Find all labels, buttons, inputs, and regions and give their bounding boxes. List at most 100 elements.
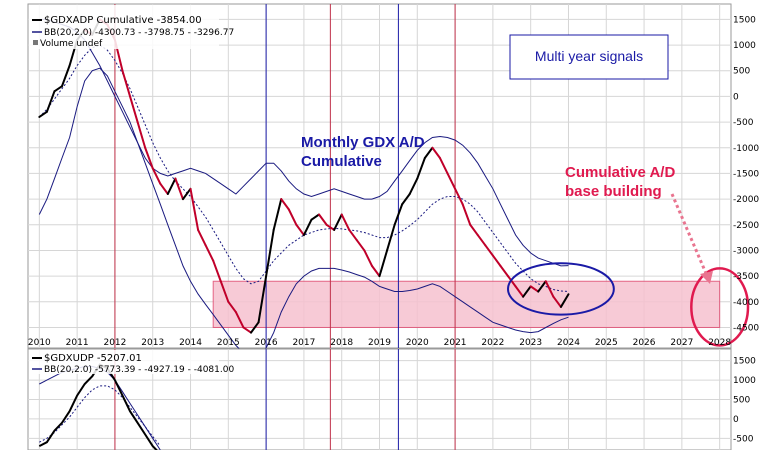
legend-bottom-bb: BB(20,2.0) -5773.39 - -4927.19 - -4081.0…	[44, 365, 234, 375]
ad-segment-2	[45, 90, 56, 113]
x-tick-2021: 2021	[444, 338, 467, 348]
x-tick-2027: 2027	[670, 338, 693, 348]
ad-segment-1	[38, 110, 48, 118]
top-legend-background	[29, 5, 219, 49]
legend-bb: BB(20,2.0) -4300.73 - -3798.75 - -3296.7…	[44, 28, 234, 38]
ad-segment-57	[461, 203, 472, 226]
ad-segment-14	[136, 121, 147, 149]
base-note-line-2: base building	[565, 183, 662, 200]
ad-segment-50	[408, 177, 419, 195]
legend-udp: $GDXUDP -5207.01	[44, 353, 142, 364]
bb-upper-line	[39, 18, 569, 267]
y-tick-500: 500	[733, 67, 750, 77]
bottom-signal-lines-layer	[114, 349, 456, 450]
y-tick-1500: 1500	[733, 15, 756, 25]
y-tick--4000: -4000	[733, 298, 759, 308]
bottom-y-tick-500: 500	[733, 396, 750, 406]
bottom-y-tick-0: 0	[733, 415, 739, 425]
top-panel-grid	[28, 4, 731, 348]
ad-segment-70	[559, 293, 570, 308]
ad-segment-23	[204, 244, 215, 262]
x-tick-2020: 2020	[406, 338, 429, 348]
ad-segment-44	[363, 249, 373, 267]
highlight-ellipse	[507, 262, 615, 316]
legend-ad: $GDXADP Cumulative -3854.00	[44, 15, 202, 26]
ad-segment-34	[287, 208, 298, 226]
x-tick-2018: 2018	[330, 338, 353, 348]
ad-segment-65	[522, 285, 532, 298]
ad-segment-41	[340, 213, 351, 231]
target-circle	[690, 267, 750, 347]
ad-segment-69	[552, 295, 562, 308]
ad-segment-22	[197, 228, 207, 247]
y-tick--500: -500	[733, 118, 754, 128]
ad-segment-61	[491, 254, 502, 267]
x-tick-2010: 2010	[28, 338, 51, 348]
ad-segment-12	[121, 69, 132, 98]
ad-segment-45	[370, 264, 381, 278]
ad-segment-46	[378, 249, 389, 278]
x-tick-2026: 2026	[633, 338, 656, 348]
ad-segment-33	[280, 198, 290, 211]
ad-segment-62	[499, 264, 510, 278]
base-note-line-1: Cumulative A/D	[565, 164, 675, 181]
ad-segment-31	[265, 228, 275, 278]
x-tick-2015: 2015	[217, 338, 240, 348]
ad-segment-36	[302, 218, 313, 237]
volume-legend-swatch	[33, 40, 38, 45]
ad-segment-21	[189, 187, 200, 231]
ad-segment-40	[333, 213, 343, 231]
ad-segment-51	[416, 157, 426, 180]
ad-segment-30	[257, 275, 268, 324]
bb-mid-line	[38, 44, 569, 292]
base-note-arrowhead	[700, 271, 713, 284]
x-axis-ticks: 2010 2011 2012 2013 2014 2015 2016 2017 2018 2019…	[28, 338, 732, 348]
ad-line-layer	[38, 18, 570, 334]
y-tick--2500: -2500	[733, 221, 759, 231]
x-tick-2023: 2023	[519, 338, 542, 348]
top-legend: $GDXADP Cumulative -3854.00 BB(20,2.0) -…	[29, 5, 234, 49]
ad-segment-47	[386, 223, 396, 252]
x-tick-2025: 2025	[595, 338, 618, 348]
ad-segment-43	[355, 239, 366, 252]
ad-segment-28	[242, 326, 252, 334]
ad-segment-29	[249, 321, 260, 334]
x-tick-2014: 2014	[179, 338, 202, 348]
ad-segment-56	[454, 187, 464, 206]
y-tick--3000: -3000	[733, 246, 759, 256]
ad-segment-58	[469, 223, 479, 237]
bottom-legend-background	[29, 350, 219, 374]
x-tick-2011: 2011	[66, 338, 89, 348]
bottom-y-tick-1500: 1500	[733, 357, 756, 367]
ad-segment-64	[514, 285, 525, 298]
y-tick--3500: -3500	[733, 272, 759, 282]
ad-segment-13	[129, 95, 139, 124]
ad-segment-3	[53, 85, 64, 93]
legend-volume: Volume undef	[40, 39, 103, 49]
ad-segment-42	[348, 228, 358, 242]
highlight-shapes-layer	[507, 262, 750, 347]
ad-segment-32	[272, 198, 283, 231]
top-y-axis-ticks: 1500 1000 500 0 -500 -1000 -1500 -2000 -2500 -300…	[733, 15, 759, 333]
ad-segment-39	[325, 223, 336, 231]
ad-segment-24	[212, 259, 222, 283]
ad-segment-54	[438, 157, 449, 175]
bollinger-bands-layer	[38, 18, 569, 359]
y-tick--1500: -1500	[733, 169, 759, 179]
signals-box-text: Multi year signals	[535, 48, 643, 64]
ad-segment-26	[227, 300, 237, 314]
x-tick-2019: 2019	[368, 338, 391, 348]
ad-segment-15	[144, 146, 154, 170]
signals-box-frame	[509, 34, 669, 80]
x-tick-2028: 2028	[708, 338, 731, 348]
title-note-line-1: Monthly GDX A/D	[301, 134, 425, 151]
y-tick--2000: -2000	[733, 195, 759, 205]
ad-segment-18	[166, 177, 177, 195]
signals-box: Multi year signals	[509, 34, 669, 80]
ad-segment-53	[431, 146, 441, 160]
ad-segment-66	[529, 285, 540, 293]
ad-segment-60	[484, 244, 494, 257]
bb-lower-line	[38, 67, 569, 359]
ad-segment-52	[423, 146, 434, 160]
